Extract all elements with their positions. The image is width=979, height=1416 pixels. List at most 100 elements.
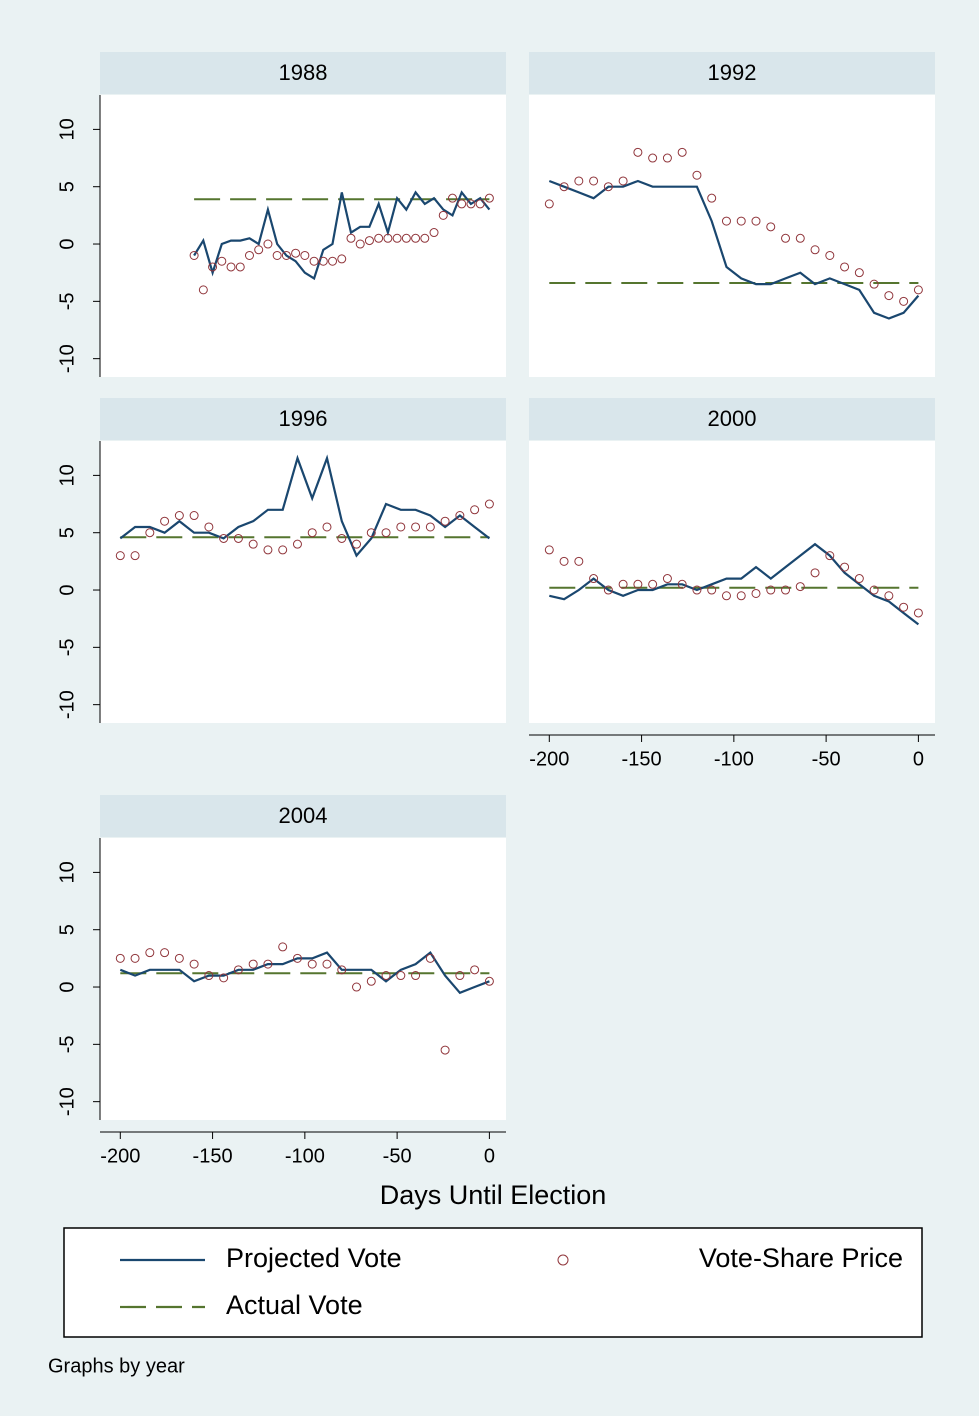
price-marker: [233, 533, 243, 543]
price-marker: [913, 608, 923, 618]
price-marker: [795, 233, 805, 243]
price-marker: [411, 233, 421, 243]
price-marker: [337, 254, 347, 264]
price-marker: [869, 279, 879, 289]
price-marker: [337, 965, 347, 975]
x-tick-label: -50: [383, 1145, 412, 1167]
price-marker: [396, 971, 406, 981]
x-tick-label: -200: [529, 748, 569, 770]
price-marker: [244, 250, 254, 260]
price-marker: [648, 153, 658, 163]
price-marker: [440, 1045, 450, 1055]
plot-area: [100, 838, 506, 1120]
price-marker: [309, 256, 319, 266]
price-marker: [307, 528, 317, 538]
panel-header: [100, 398, 506, 440]
price-marker: [854, 574, 864, 584]
price-marker: [198, 285, 208, 295]
price-marker: [226, 262, 236, 272]
price-marker: [447, 193, 457, 203]
price-marker: [913, 285, 923, 295]
price-marker: [574, 176, 584, 186]
price-marker: [736, 216, 746, 226]
price-marker: [263, 545, 273, 555]
y-tick-label: 0: [56, 584, 78, 595]
price-marker: [466, 199, 476, 209]
projected-line: [119, 950, 490, 995]
note: Graphs by year: [48, 1355, 185, 1377]
price-marker: [235, 262, 245, 272]
legend-label: Vote-Share Price: [699, 1243, 903, 1273]
price-marker: [219, 973, 229, 983]
price-marker: [840, 562, 850, 572]
price-marker: [899, 602, 909, 612]
price-marker: [322, 522, 332, 532]
price-marker: [174, 953, 184, 963]
panel-header: [100, 795, 506, 837]
panel-title: 1992: [708, 60, 757, 85]
y-tick-label: -5: [56, 292, 78, 310]
price-marker: [618, 579, 628, 589]
y-tick-label: -10: [56, 1087, 78, 1116]
y-tick-label: -5: [56, 638, 78, 656]
price-marker: [130, 551, 140, 561]
y-tick-label: 0: [56, 238, 78, 249]
price-marker: [884, 291, 894, 301]
legend-marker: [557, 1254, 569, 1266]
price-marker: [248, 539, 258, 549]
x-tick-label: -150: [193, 1145, 233, 1167]
x-tick-label: -100: [285, 1145, 325, 1167]
price-marker: [559, 182, 569, 192]
price-marker: [677, 579, 687, 589]
panel-header: [529, 52, 935, 94]
price-marker: [355, 239, 365, 249]
price-marker: [544, 545, 554, 555]
price-marker: [810, 245, 820, 255]
projected-line: [548, 179, 920, 320]
price-marker: [810, 568, 820, 578]
price-marker: [707, 193, 717, 203]
projected-line: [549, 542, 920, 626]
price-marker: [145, 948, 155, 958]
price-marker: [574, 556, 584, 566]
price-marker: [721, 216, 731, 226]
price-marker: [840, 262, 850, 272]
price-marker: [292, 953, 302, 963]
price-marker: [352, 539, 362, 549]
price-marker: [204, 971, 214, 981]
price-marker: [662, 153, 672, 163]
legend: [63, 1227, 923, 1338]
price-marker: [374, 233, 384, 243]
price-marker: [633, 147, 643, 157]
price-marker: [366, 976, 376, 986]
price-marker: [795, 582, 805, 592]
price-marker: [217, 256, 227, 266]
price-marker: [707, 585, 717, 595]
price-marker: [455, 971, 465, 981]
price-marker: [440, 516, 450, 526]
y-tick-label: 10: [56, 861, 78, 883]
panel-title: 2000: [708, 406, 757, 431]
panel-title: 1988: [279, 60, 328, 85]
price-marker: [825, 250, 835, 260]
price-marker: [160, 948, 170, 958]
x-tick-label: 0: [913, 748, 924, 770]
price-marker: [751, 588, 761, 598]
y-tick-label: 10: [56, 464, 78, 486]
price-marker: [766, 585, 776, 595]
price-marker: [145, 528, 155, 538]
price-marker: [189, 959, 199, 969]
panel-header: [100, 52, 506, 94]
price-marker: [457, 199, 467, 209]
price-marker: [381, 528, 391, 538]
projected-line: [119, 454, 491, 558]
price-marker: [648, 579, 658, 589]
y-tick-label: -10: [56, 344, 78, 373]
price-marker: [204, 522, 214, 532]
price-marker: [189, 250, 199, 260]
y-tick-label: 5: [56, 527, 78, 538]
price-marker: [692, 170, 702, 180]
y-tick-label: 0: [56, 981, 78, 992]
price-marker: [781, 233, 791, 243]
price-marker: [484, 193, 494, 203]
